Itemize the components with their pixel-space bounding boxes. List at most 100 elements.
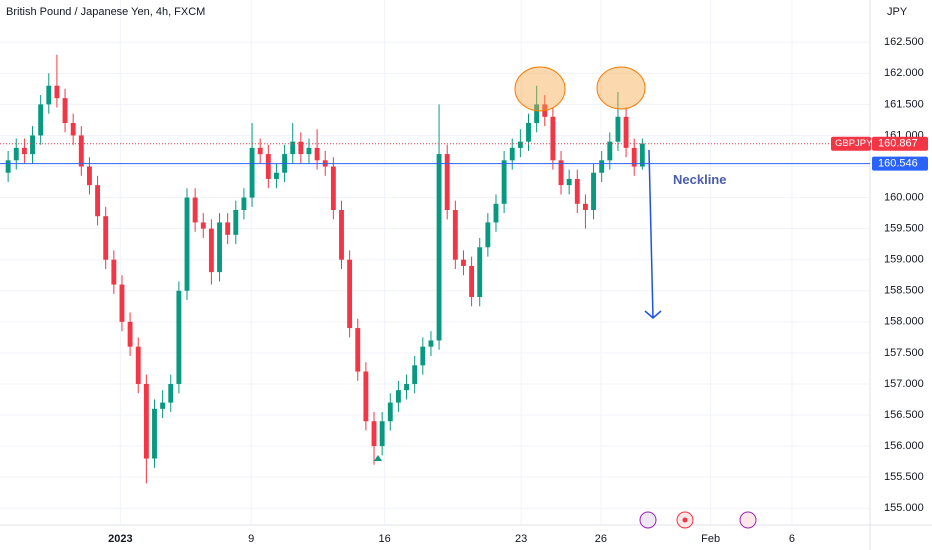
- candle-body: [574, 178, 580, 204]
- event-icon[interactable]: [739, 511, 757, 529]
- grid: [0, 0, 870, 525]
- signal-marker: [374, 455, 382, 461]
- y-tick-label: 156.000: [884, 440, 924, 452]
- candle-body: [135, 346, 141, 384]
- candle-body: [241, 197, 247, 210]
- candle-body: [339, 210, 344, 260]
- candle-body: [558, 160, 564, 186]
- candle-body: [95, 185, 101, 217]
- candle-body: [200, 222, 206, 229]
- y-tick-label: 155.000: [884, 502, 924, 514]
- candle-body: [404, 383, 409, 391]
- candles: [5, 54, 645, 484]
- y-tick-label: 161.500: [884, 98, 924, 110]
- candle-body: [550, 116, 556, 161]
- x-tick-label: 23: [515, 533, 527, 545]
- neckline-price: 160.546: [878, 158, 918, 170]
- candle-body: [208, 228, 214, 273]
- candle-body: [192, 197, 198, 223]
- x-tick-label: 6: [789, 533, 795, 545]
- y-tick-label: 158.500: [884, 285, 924, 297]
- y-tick-label: 162.000: [884, 67, 924, 79]
- candle-body: [493, 203, 499, 223]
- candle-body: [78, 135, 84, 167]
- neckline-badge: [872, 156, 928, 171]
- candle-body: [54, 85, 60, 99]
- candle-body: [607, 141, 613, 161]
- candle-body: [534, 104, 540, 124]
- candle-body: [501, 160, 507, 204]
- candle-body: [38, 104, 44, 136]
- candle-body: [387, 402, 393, 422]
- candle-body: [62, 98, 68, 124]
- candle-body: [233, 210, 239, 235]
- candle-body: [395, 390, 401, 403]
- candle-body: [249, 147, 255, 198]
- candle-body: [444, 154, 450, 210]
- candle-body: [517, 141, 523, 148]
- y-tick-label: 156.500: [884, 409, 924, 421]
- candle-body: [314, 147, 320, 161]
- projection-arrow: [644, 149, 662, 319]
- candle-body: [639, 143, 645, 167]
- symbol-label: GBPJPY: [835, 138, 873, 149]
- candle-body: [160, 402, 166, 409]
- candle-body: [330, 166, 336, 210]
- candle-body: [469, 265, 475, 297]
- shoulder-marker: [596, 66, 646, 110]
- candle-body: [615, 116, 621, 142]
- candle-body: [152, 408, 157, 459]
- candle-body: [21, 147, 27, 155]
- candle-body: [298, 141, 304, 155]
- x-tick-label: 2023: [108, 533, 132, 545]
- candle-body: [30, 135, 35, 155]
- last-price: 160.867: [878, 138, 918, 150]
- candle-body: [509, 147, 515, 161]
- candle-body: [485, 222, 491, 248]
- y-tick-label: 159.500: [884, 223, 924, 235]
- candle-body: [70, 123, 76, 136]
- candle-body: [119, 284, 125, 322]
- neckline-label: Neckline: [673, 172, 726, 187]
- candle-body: [566, 178, 572, 186]
- candle-body: [631, 147, 637, 167]
- x-tick-label: Feb: [701, 533, 720, 545]
- event-icon-dot: [682, 517, 688, 523]
- x-tick-label: 26: [595, 533, 607, 545]
- candle-body: [274, 172, 279, 179]
- event-icon[interactable]: [639, 511, 657, 529]
- candle-body: [46, 85, 52, 105]
- candle-body: [5, 160, 11, 173]
- candle-body: [591, 172, 596, 210]
- y-tick-label: 158.000: [884, 316, 924, 328]
- candle-body: [111, 259, 117, 285]
- candle-body: [379, 421, 385, 447]
- candle-body: [257, 147, 263, 155]
- y-tick-label: 160.000: [884, 191, 924, 203]
- candle-body: [452, 210, 458, 260]
- candle-body: [168, 383, 174, 403]
- candle-body: [461, 259, 466, 266]
- symbol-badge: [831, 136, 871, 151]
- candle-body: [127, 321, 133, 347]
- y-tick-label: 162.500: [884, 36, 924, 48]
- y-tick-label: 157.000: [884, 378, 924, 390]
- candle-body: [355, 328, 361, 372]
- last-price-badge: [872, 136, 928, 151]
- candle-body: [623, 116, 629, 148]
- candle-body: [347, 259, 353, 329]
- candle-body: [217, 222, 222, 273]
- candle-body: [477, 247, 483, 297]
- candle-body: [599, 160, 605, 173]
- candle-body: [526, 123, 531, 142]
- candle-body: [420, 346, 426, 366]
- candle-body: [184, 197, 190, 291]
- candle-body: [87, 166, 92, 186]
- candle-body: [13, 147, 19, 161]
- head-marker: [514, 66, 566, 112]
- event-icons: [639, 511, 757, 529]
- candle-body: [225, 222, 231, 235]
- candle-body: [371, 421, 377, 447]
